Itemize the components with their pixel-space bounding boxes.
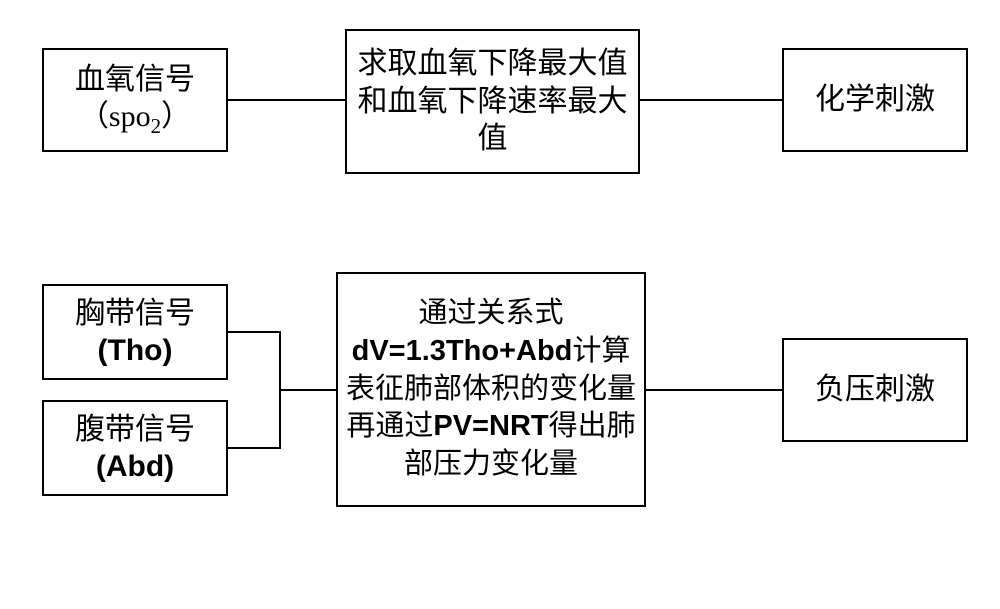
lp-bold1: dV=1.3Tho+Abd	[352, 335, 573, 367]
spo2-line2-pre: （spo	[79, 100, 151, 133]
node-spo2-signal: 血氧信号 （spo2）	[42, 48, 228, 152]
spo2-line1: 血氧信号	[75, 63, 195, 96]
node-chem-stim: 化学刺激	[782, 48, 968, 152]
tho-line1: 胸带信号	[75, 297, 195, 330]
node-neg-stim: 负压刺激	[782, 338, 968, 442]
spo2-line2-post: ）	[161, 100, 191, 133]
chem-stim-text: 化学刺激	[815, 81, 935, 119]
neg-stim-text: 负压刺激	[815, 371, 935, 409]
lung-process-text: 通过关系式dV=1.3Tho+Abd计算表征肺部体积的变化量再通过PV=NRT得…	[346, 295, 636, 483]
lp-pre1: 通过关系式	[418, 297, 563, 329]
node-spo2-process: 求取血氧下降最大值和血氧下降速率最大值	[345, 29, 640, 174]
tho-line2: (Tho)	[98, 334, 173, 367]
node-lung-process: 通过关系式dV=1.3Tho+Abd计算表征肺部体积的变化量再通过PV=NRT得…	[336, 272, 646, 507]
node-tho-signal: 胸带信号 (Tho)	[42, 284, 228, 380]
abd-line2: (Abd)	[96, 450, 174, 483]
spo2-sub: 2	[151, 114, 162, 138]
abd-text: 腹带信号 (Abd)	[75, 411, 195, 486]
node-abd-signal: 腹带信号 (Abd)	[42, 400, 228, 496]
lp-bold2: PV=NRT	[433, 410, 548, 442]
abd-line1: 腹带信号	[75, 413, 195, 446]
node-spo2-text: 血氧信号 （spo2）	[75, 61, 195, 140]
tho-text: 胸带信号 (Tho)	[75, 295, 195, 370]
spo2-process-text: 求取血氧下降最大值和血氧下降速率最大值	[355, 45, 630, 158]
